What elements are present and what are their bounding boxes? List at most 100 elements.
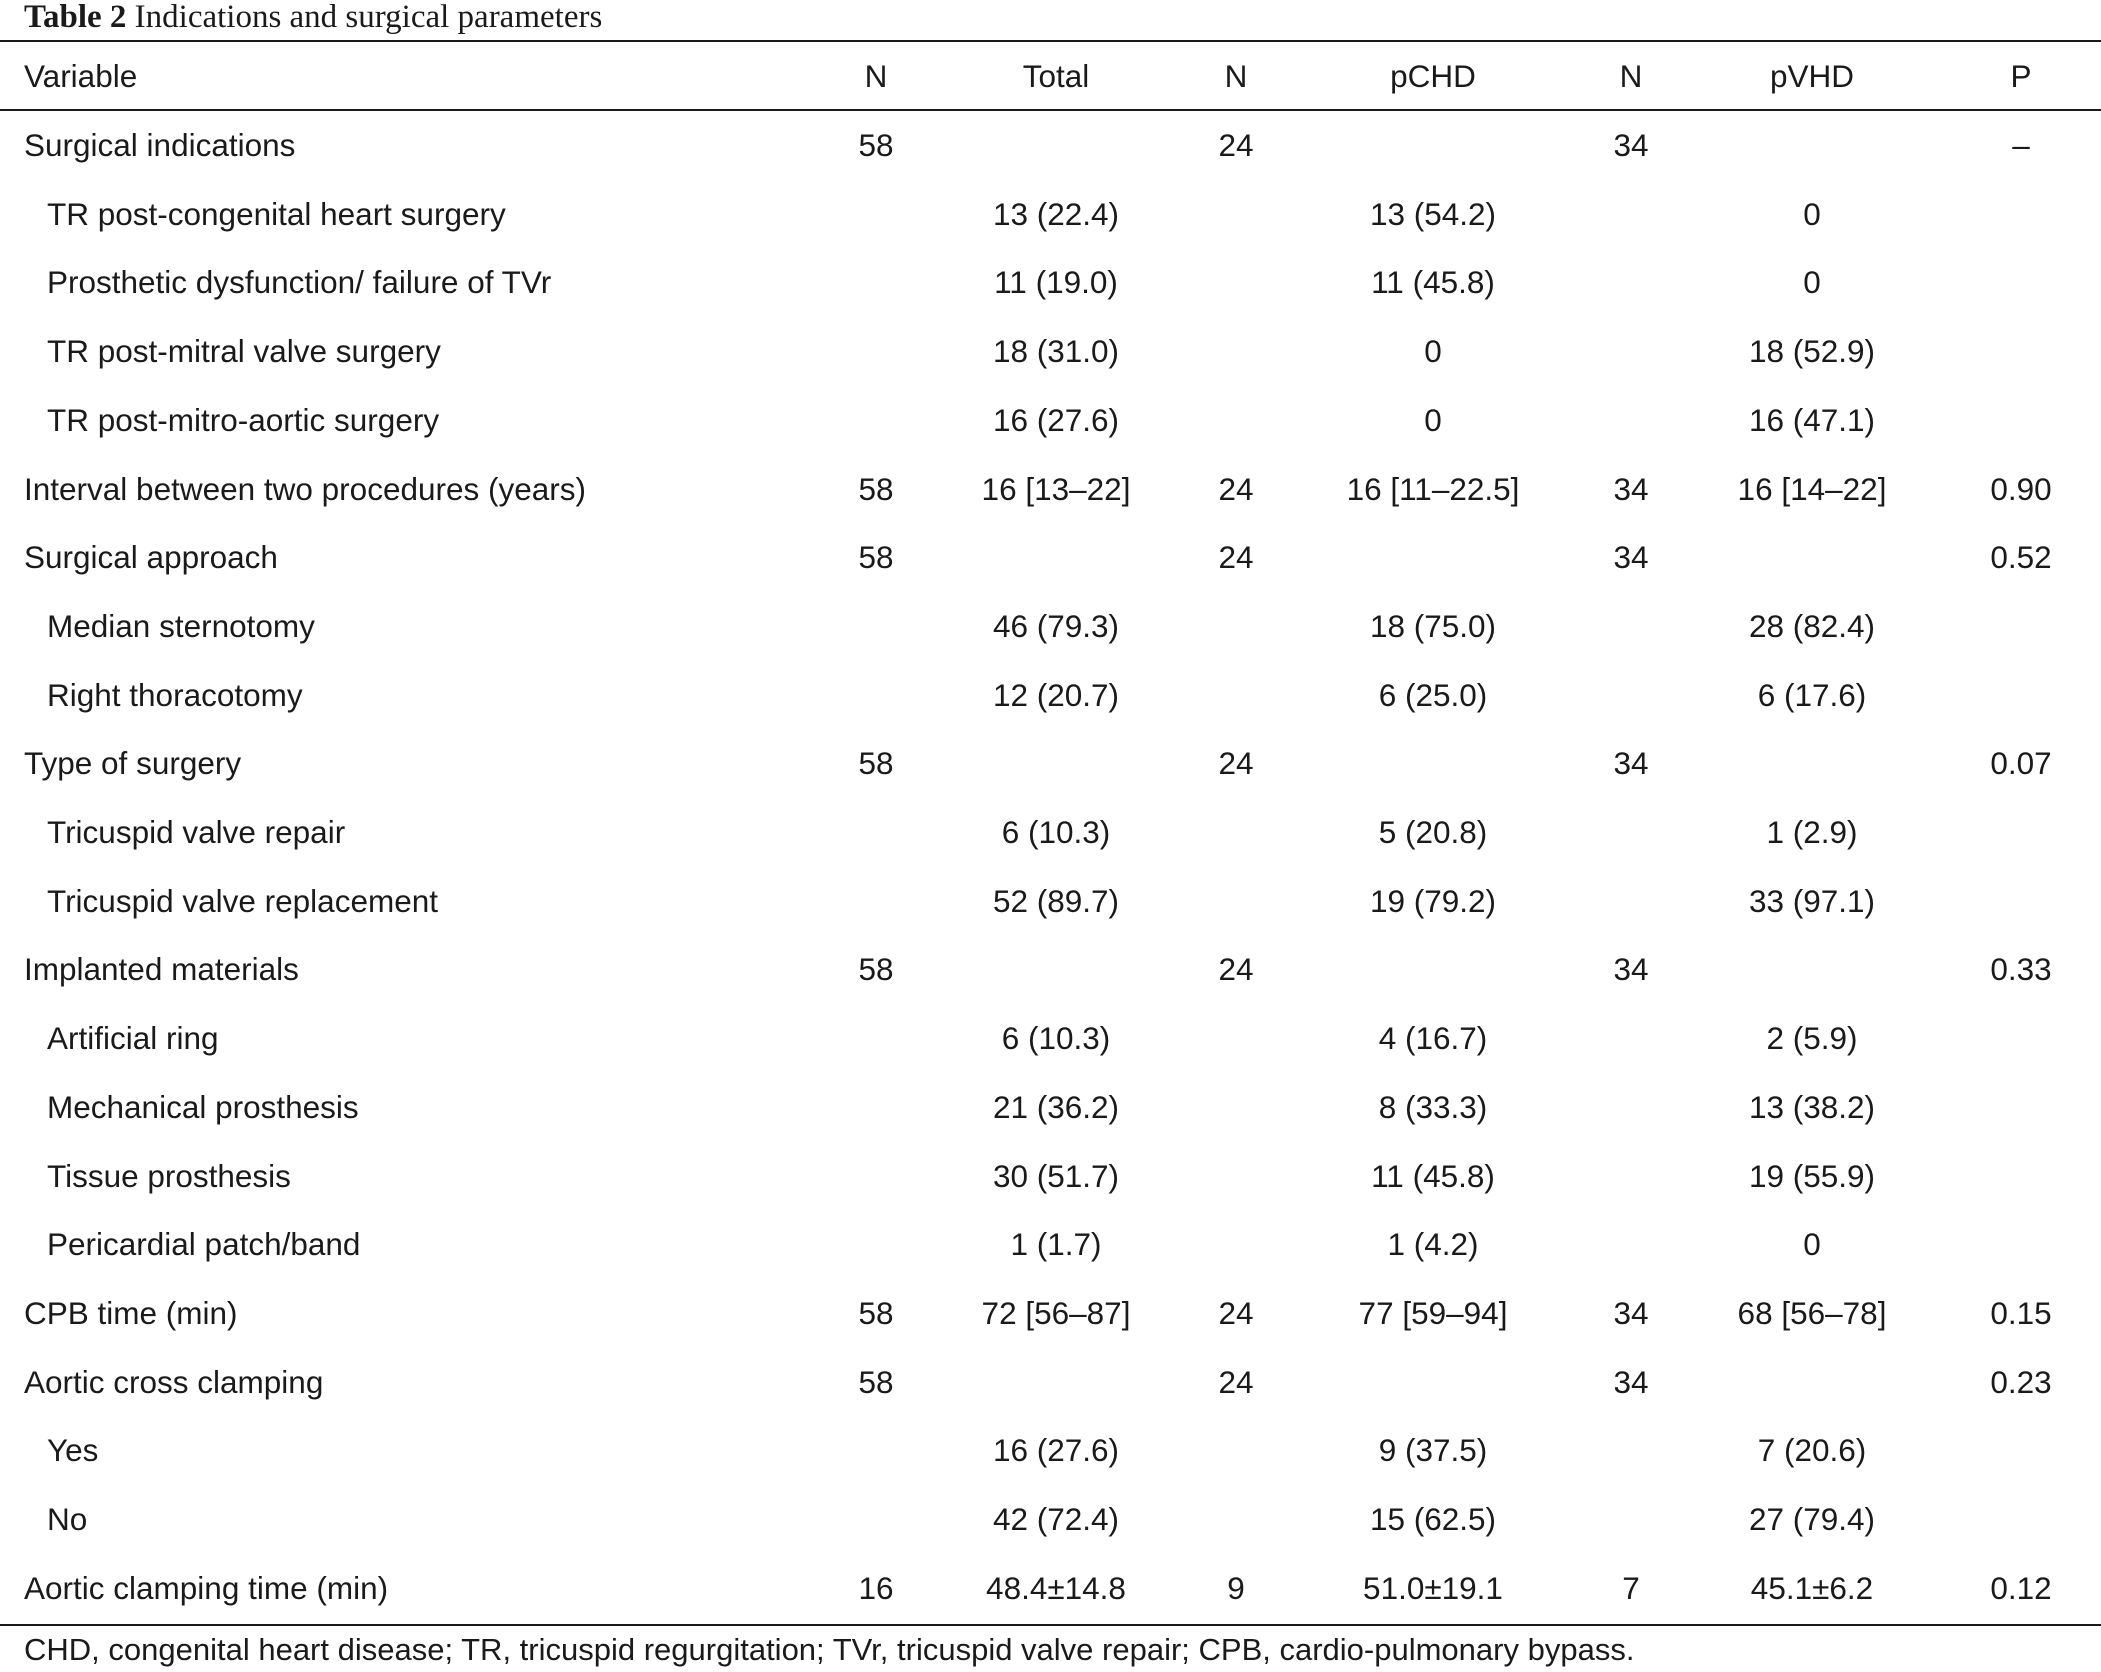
cell-pchd: 13 (54.2) — [1369, 195, 1497, 232]
cell-p: 0.33 — [1990, 951, 2052, 988]
cell-pvhd: 13 (38.2) — [1748, 1088, 1876, 1125]
cell-n-pvhd: 34 — [1613, 1294, 1649, 1331]
cell-pchd: 51.0±19.1 — [1363, 1569, 1503, 1606]
cell-pchd: 6 (25.0) — [1378, 676, 1488, 713]
cell-n-pvhd: 34 — [1613, 951, 1649, 988]
cell-variable: Aortic clamping time (min) — [24, 1569, 389, 1606]
cell-total: 48.4±14.8 — [986, 1569, 1126, 1606]
cell-n-pvhd: 34 — [1613, 127, 1649, 163]
table-row: Pericardial patch/band 1 (1.7) 1 (4.2) 0 — [0, 1210, 2101, 1278]
cell-variable: Yes — [47, 1432, 99, 1469]
cell-pchd: 15 (62.5) — [1369, 1501, 1497, 1537]
table-row: TR post-mitro-aortic surgery 16 (27.6) 0 16… — [0, 386, 2101, 454]
cell-p: 0.15 — [1990, 1294, 2052, 1331]
cell-pvhd: 68 [56–78] — [1737, 1294, 1887, 1331]
cell-variable: TR post-mitro-aortic surgery — [47, 401, 440, 438]
table-row: Tissue prosthesis 30 (51.7) 11 (45.8) 19 (5… — [0, 1142, 2101, 1210]
cell-pchd: 11 (45.8) — [1371, 264, 1495, 301]
cell-pchd: 18 (75.0) — [1369, 607, 1497, 644]
cell-n-pchd: 9 — [1227, 1569, 1245, 1606]
cell-n-pchd: 24 — [1218, 1294, 1254, 1331]
cell-pvhd: 18 (52.9) — [1748, 333, 1876, 370]
table-row: Yes 16 (27.6) 9 (37.5) 7 (20.6) — [0, 1416, 2101, 1484]
cell-pvhd: 1 (2.9) — [1766, 814, 1858, 850]
cell-variable: Surgical indications — [24, 127, 296, 163]
cell-pvhd: 45.1±6.2 — [1750, 1569, 1874, 1606]
cell-pchd: 77 [59–94] — [1358, 1294, 1508, 1331]
cell-pchd: 9 (37.5) — [1378, 1432, 1488, 1469]
cell-variable: Aortic cross clamping — [24, 1363, 324, 1400]
cell-variable: Median sternotomy — [47, 607, 315, 644]
header-n-total: N — [864, 58, 888, 94]
cell-variable: Tricuspid valve replacement — [47, 882, 438, 919]
table-row: No 42 (72.4) 15 (62.5) 27 (79.4) — [0, 1485, 2101, 1553]
cell-n-pvhd: 34 — [1613, 470, 1649, 507]
cell-total: 6 (10.3) — [1001, 814, 1111, 850]
table-row: Surgical indications 58 24 34 – — [0, 111, 2101, 179]
cell-variable: Type of surgery — [24, 745, 242, 782]
cell-total: 13 (22.4) — [992, 195, 1120, 232]
cell-total: 16 (27.6) — [992, 401, 1120, 438]
table-row: Artificial ring 6 (10.3) 4 (16.7) 2 (5.9) — [0, 1004, 2101, 1072]
cell-pchd: 5 (20.8) — [1378, 814, 1488, 850]
cell-pvhd: 19 (55.9) — [1748, 1157, 1876, 1194]
table-row: Prosthetic dysfunction/ failure of TVr 11… — [0, 248, 2101, 316]
cell-pchd: 0 — [1424, 401, 1442, 438]
cell-variable: Artificial ring — [47, 1020, 219, 1057]
header-n-pvhd: N — [1619, 58, 1643, 94]
cell-variable: Pericardial patch/band — [47, 1226, 361, 1263]
cell-pvhd: 2 (5.9) — [1766, 1020, 1858, 1057]
cell-total: 12 (20.7) — [992, 676, 1120, 713]
top-rule — [0, 40, 2101, 42]
cell-total: 21 (36.2) — [992, 1088, 1120, 1125]
cell-pchd: 11 (45.8) — [1371, 1157, 1495, 1194]
header-p: P — [2010, 58, 2032, 94]
cell-pchd: 4 (16.7) — [1378, 1020, 1488, 1057]
cell-n-pchd: 24 — [1218, 127, 1254, 163]
table-number: Table 2 — [24, 0, 127, 35]
table-row: Tricuspid valve replacement 52 (89.7) 19 (… — [0, 867, 2101, 935]
cell-pvhd: 27 (79.4) — [1748, 1501, 1876, 1537]
cell-variable: Prosthetic dysfunction/ failure of TVr — [47, 264, 552, 301]
cell-variable: Tissue prosthesis — [47, 1157, 291, 1194]
header-pchd: pCHD — [1390, 58, 1476, 94]
cell-variable: CPB time (min) — [24, 1294, 238, 1331]
cell-p: 0.52 — [1990, 539, 2052, 576]
cell-total: 52 (89.7) — [992, 882, 1120, 919]
cell-n-total: 58 — [858, 1294, 894, 1331]
cell-variable: Implanted materials — [24, 951, 299, 988]
cell-total: 42 (72.4) — [992, 1501, 1120, 1537]
cell-n-total: 58 — [858, 951, 894, 988]
cell-total: 11 (19.0) — [994, 264, 1118, 301]
table-header-row: Variable N Total N pCHD N pVHD P — [0, 42, 2101, 110]
cell-p: 0.07 — [1990, 745, 2052, 782]
cell-pvhd: 16 [14–22] — [1737, 470, 1887, 507]
cell-variable: Surgical approach — [24, 539, 278, 576]
table-row: CPB time (min) 58 72 [56–87] 24 77 [59–94] 34… — [0, 1279, 2101, 1347]
cell-pchd: 16 [11–22.5] — [1346, 470, 1520, 507]
cell-n-pchd: 24 — [1218, 951, 1254, 988]
table-row: Mechanical prosthesis 21 (36.2) 8 (33.3) 13… — [0, 1073, 2101, 1141]
cell-total: 30 (51.7) — [992, 1157, 1120, 1194]
table-row: TR post-mitral valve surgery 18 (31.0) 0 18… — [0, 317, 2101, 385]
cell-n-pvhd: 34 — [1613, 539, 1649, 576]
cell-p: 0.23 — [1990, 1363, 2052, 1400]
cell-pvhd: 7 (20.6) — [1757, 1432, 1867, 1469]
cell-n-total: 58 — [858, 539, 894, 576]
header-total: Total — [1022, 58, 1090, 94]
cell-pchd: 19 (79.2) — [1369, 882, 1497, 919]
cell-p: 0.90 — [1990, 470, 2052, 507]
cell-pchd: 8 (33.3) — [1378, 1088, 1488, 1125]
cell-total: 16 [13–22] — [981, 470, 1131, 507]
cell-pvhd: 33 (97.1) — [1748, 882, 1876, 919]
table-row: Median sternotomy 46 (79.3) 18 (75.0) 28 (8… — [0, 592, 2101, 660]
cell-pchd: 1 (4.2) — [1387, 1226, 1479, 1263]
table-row: Surgical approach 58 24 34 0.52 — [0, 523, 2101, 591]
bottom-rule — [0, 1624, 2101, 1626]
cell-n-total: 58 — [858, 745, 894, 782]
cell-n-pchd: 24 — [1218, 470, 1254, 507]
cell-variable: Interval between two procedures (years) — [24, 470, 587, 507]
table-row: Right thoracotomy 12 (20.7) 6 (25.0) 6 (17.… — [0, 661, 2101, 729]
cell-pvhd: 16 (47.1) — [1748, 401, 1876, 438]
table-row: Tricuspid valve repair 6 (10.3) 5 (20.8) 1 … — [0, 798, 2101, 866]
